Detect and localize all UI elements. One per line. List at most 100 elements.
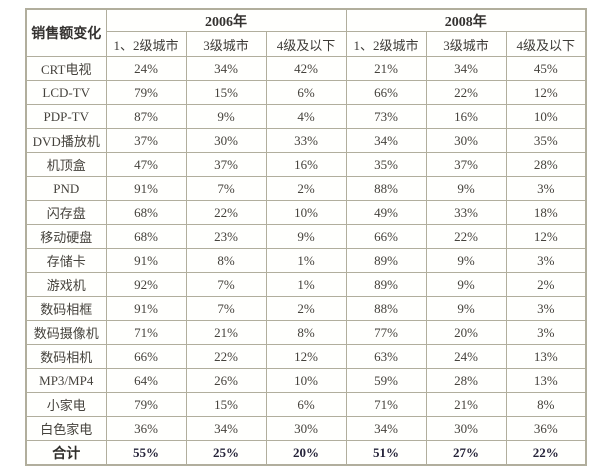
- value-cell: 7%: [185, 272, 267, 297]
- value-cell: 3%: [505, 176, 587, 201]
- col-header-2008-tier12: 1、2级城市: [345, 31, 427, 57]
- value-cell: 24%: [425, 344, 507, 369]
- value-cell: 23%: [185, 224, 267, 249]
- value-cell: 4%: [265, 104, 347, 129]
- value-cell: 30%: [425, 416, 507, 441]
- value-cell: 35%: [505, 128, 587, 153]
- row-label: PDP-TV: [25, 104, 107, 129]
- value-cell: 22%: [185, 344, 267, 369]
- value-cell: 64%: [105, 368, 187, 393]
- table-row: 存储卡 91% 8% 1% 89% 9% 3%: [25, 248, 587, 273]
- col-header-2006-tier4: 4级及以下: [265, 31, 347, 57]
- value-cell: 30%: [185, 128, 267, 153]
- value-cell: 13%: [505, 368, 587, 393]
- total-row: 合计 55% 25% 20% 51% 27% 22%: [25, 440, 587, 466]
- value-cell: 8%: [185, 248, 267, 273]
- value-cell: 47%: [105, 152, 187, 177]
- value-cell: 28%: [505, 152, 587, 177]
- value-cell: 10%: [505, 104, 587, 129]
- value-cell: 13%: [505, 344, 587, 369]
- value-cell: 3%: [505, 320, 587, 345]
- row-label: LCD-TV: [25, 80, 107, 105]
- value-cell: 49%: [345, 200, 427, 225]
- value-cell: 25%: [185, 440, 267, 466]
- value-cell: 20%: [265, 440, 347, 466]
- value-cell: 21%: [425, 392, 507, 417]
- value-cell: 20%: [425, 320, 507, 345]
- table-row: 移动硬盘 68% 23% 9% 66% 22% 12%: [25, 224, 587, 249]
- year-2006-header: 2006年: [105, 8, 347, 32]
- value-cell: 63%: [345, 344, 427, 369]
- value-cell: 9%: [265, 224, 347, 249]
- row-label: 数码摄像机: [25, 320, 107, 345]
- value-cell: 2%: [265, 296, 347, 321]
- value-cell: 3%: [505, 248, 587, 273]
- col-header-2006-tier3: 3级城市: [185, 31, 267, 57]
- value-cell: 88%: [345, 176, 427, 201]
- value-cell: 3%: [505, 296, 587, 321]
- value-cell: 91%: [105, 296, 187, 321]
- table-header: 销售额变化 2006年 2008年 1、2级城市 3级城市 4级及以下 1、2级…: [25, 8, 587, 57]
- value-cell: 12%: [265, 344, 347, 369]
- table-row: 白色家电 36% 34% 30% 34% 30% 36%: [25, 416, 587, 441]
- value-cell: 71%: [105, 320, 187, 345]
- row-label: PND: [25, 176, 107, 201]
- value-cell: 92%: [105, 272, 187, 297]
- value-cell: 15%: [185, 392, 267, 417]
- value-cell: 18%: [505, 200, 587, 225]
- value-cell: 36%: [105, 416, 187, 441]
- row-label: 数码相框: [25, 296, 107, 321]
- value-cell: 71%: [345, 392, 427, 417]
- value-cell: 33%: [425, 200, 507, 225]
- value-cell: 42%: [265, 56, 347, 81]
- value-cell: 22%: [505, 440, 587, 466]
- value-cell: 66%: [345, 224, 427, 249]
- value-cell: 9%: [425, 248, 507, 273]
- value-cell: 91%: [105, 176, 187, 201]
- value-cell: 6%: [265, 392, 347, 417]
- value-cell: 68%: [105, 200, 187, 225]
- value-cell: 91%: [105, 248, 187, 273]
- value-cell: 21%: [185, 320, 267, 345]
- value-cell: 22%: [425, 80, 507, 105]
- row-label: MP3/MP4: [25, 368, 107, 393]
- value-cell: 15%: [185, 80, 267, 105]
- table-body: CRT电视 24% 34% 42% 21% 34% 45% LCD-TV 79% 15% 6% 66%…: [25, 56, 587, 466]
- value-cell: 77%: [345, 320, 427, 345]
- value-cell: 26%: [185, 368, 267, 393]
- value-cell: 37%: [425, 152, 507, 177]
- col-header-2008-tier3: 3级城市: [425, 31, 507, 57]
- value-cell: 59%: [345, 368, 427, 393]
- value-cell: 8%: [505, 392, 587, 417]
- value-cell: 66%: [105, 344, 187, 369]
- value-cell: 34%: [345, 416, 427, 441]
- value-cell: 34%: [425, 56, 507, 81]
- value-cell: 28%: [425, 368, 507, 393]
- row-label: 游戏机: [25, 272, 107, 297]
- table-row: 数码摄像机 71% 21% 8% 77% 20% 3%: [25, 320, 587, 345]
- value-cell: 87%: [105, 104, 187, 129]
- row-label: DVD播放机: [25, 128, 107, 153]
- value-cell: 1%: [265, 248, 347, 273]
- table-row: PND 91% 7% 2% 88% 9% 3%: [25, 176, 587, 201]
- value-cell: 88%: [345, 296, 427, 321]
- value-cell: 35%: [345, 152, 427, 177]
- value-cell: 10%: [265, 368, 347, 393]
- value-cell: 55%: [105, 440, 187, 466]
- value-cell: 30%: [265, 416, 347, 441]
- value-cell: 9%: [185, 104, 267, 129]
- value-cell: 36%: [505, 416, 587, 441]
- value-cell: 37%: [185, 152, 267, 177]
- table-title-cell: 销售额变化: [25, 8, 107, 57]
- table-row: 数码相框 91% 7% 2% 88% 9% 3%: [25, 296, 587, 321]
- value-cell: 21%: [345, 56, 427, 81]
- value-cell: 22%: [425, 224, 507, 249]
- value-cell: 12%: [505, 224, 587, 249]
- row-label: 移动硬盘: [25, 224, 107, 249]
- value-cell: 2%: [505, 272, 587, 297]
- row-label: CRT电视: [25, 56, 107, 81]
- value-cell: 8%: [265, 320, 347, 345]
- value-cell: 9%: [425, 296, 507, 321]
- value-cell: 66%: [345, 80, 427, 105]
- value-cell: 33%: [265, 128, 347, 153]
